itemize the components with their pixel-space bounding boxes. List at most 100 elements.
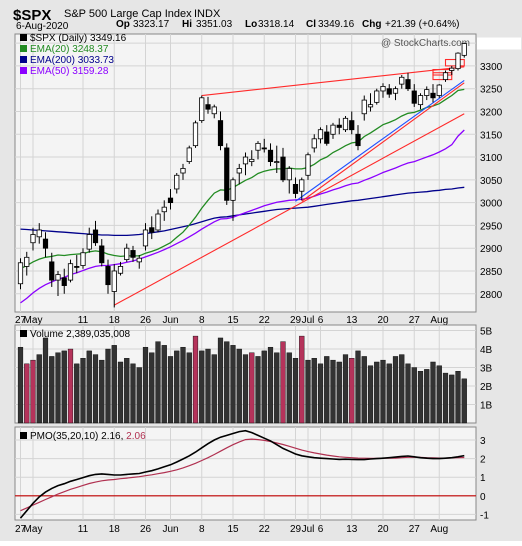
volume-bar (205, 348, 211, 424)
pmo-x-tick-label: 29 (290, 524, 302, 535)
close-value: 3349.16 (318, 19, 355, 30)
candle-body (449, 67, 455, 71)
price-y-tick-label: 2950 (480, 221, 503, 232)
volume-bar (130, 363, 136, 424)
candle (317, 127, 324, 144)
pmo-x-tick-label: 27 (409, 524, 421, 535)
pmo-line (19, 429, 465, 519)
high-value: 3351.03 (196, 19, 233, 30)
candle (330, 122, 336, 139)
candle (130, 245, 136, 262)
candle-body (80, 252, 86, 266)
volume-bar (255, 356, 261, 424)
candle (61, 268, 67, 294)
volume-bar (449, 374, 455, 424)
price-legend-swatch (20, 34, 27, 41)
exchange-label: INDX (194, 8, 221, 20)
candle (74, 255, 80, 274)
candle (224, 143, 230, 205)
candle-body (405, 79, 411, 90)
candle (36, 223, 42, 244)
price-y-tick-label: 2900 (480, 244, 503, 255)
candle-body (192, 122, 199, 147)
volume-bar (411, 367, 417, 424)
candle-body (430, 92, 436, 99)
volume-bar (299, 335, 305, 424)
volume-bar (155, 341, 161, 424)
volume-bar (149, 352, 155, 424)
resistance-box (432, 72, 453, 81)
candle-body (249, 158, 255, 163)
pmo-x-tick-label: 11 (78, 524, 89, 535)
volume-bar (224, 341, 230, 424)
price-y-tick-label: 3250 (480, 85, 503, 96)
candle-body (392, 88, 399, 94)
candle-body (105, 266, 111, 286)
candle (280, 147, 286, 183)
candle-body (92, 229, 99, 244)
pmo-legend-part: PMO(35,20,10) 2.16, (30, 431, 123, 442)
candle-body (317, 129, 324, 140)
pmo-y-tick-label: 2 (480, 455, 486, 466)
volume-bar (349, 358, 355, 424)
volume-bar (242, 354, 249, 424)
price-legend-swatch (20, 67, 27, 74)
volume-bar (436, 365, 442, 424)
candle-body (17, 262, 24, 285)
pmo-x-tick-label: 22 (259, 524, 271, 535)
candle (124, 243, 130, 262)
volume-bar (180, 346, 186, 424)
candle (405, 72, 411, 91)
candle (99, 239, 105, 267)
pmo-x-tick-label: 15 (227, 524, 239, 535)
candle-body (292, 183, 299, 194)
candle (167, 188, 174, 210)
volume-bar (230, 345, 236, 424)
pmo-x-tick-label: 26 (140, 524, 152, 535)
candle-body (324, 131, 330, 144)
volume-legend-swatch (20, 330, 27, 337)
candle (380, 83, 386, 98)
candle (461, 42, 467, 58)
candle (186, 145, 192, 164)
pmo-x-tick-label: 13 (346, 524, 358, 535)
price-x-tick-label: 27 (409, 315, 421, 326)
candle-body (442, 72, 449, 80)
volume-bar (249, 352, 255, 424)
candle (92, 220, 99, 246)
candle-body (330, 124, 336, 135)
pmo-x-tick-label: 20 (377, 524, 389, 535)
candle (436, 84, 442, 98)
candle-body (124, 247, 130, 260)
volume-bar (161, 345, 167, 424)
volume-bar (142, 346, 149, 424)
candle (199, 95, 205, 123)
volume-bar (274, 352, 280, 424)
volume-bar (311, 358, 317, 424)
volume-bar (92, 354, 99, 424)
price-x-tick-label: 22 (259, 315, 271, 326)
candle-body (305, 154, 311, 176)
volume-y-tick-label: 1B (480, 401, 493, 412)
symbol-label: $SPX (13, 7, 51, 24)
candle (455, 52, 461, 71)
open-label: Op (116, 19, 130, 30)
candle-body (205, 104, 211, 110)
candle-body (286, 168, 292, 181)
candle-body (349, 120, 355, 131)
price-x-tick-label: Aug (430, 315, 448, 326)
candle-body (380, 86, 386, 92)
candle (442, 70, 449, 82)
candle-body (355, 133, 361, 147)
candle (142, 223, 149, 251)
candle (386, 84, 392, 98)
price-x-tick-label: 26 (140, 315, 152, 326)
candle (192, 120, 199, 148)
candle-body (224, 147, 230, 201)
pmo-x-tick-label: Aug (430, 524, 448, 535)
volume-bar (267, 346, 274, 424)
candle-body (436, 84, 442, 96)
candle (49, 252, 55, 287)
price-y-tick-label: 2850 (480, 267, 503, 278)
candle-body (424, 89, 430, 96)
